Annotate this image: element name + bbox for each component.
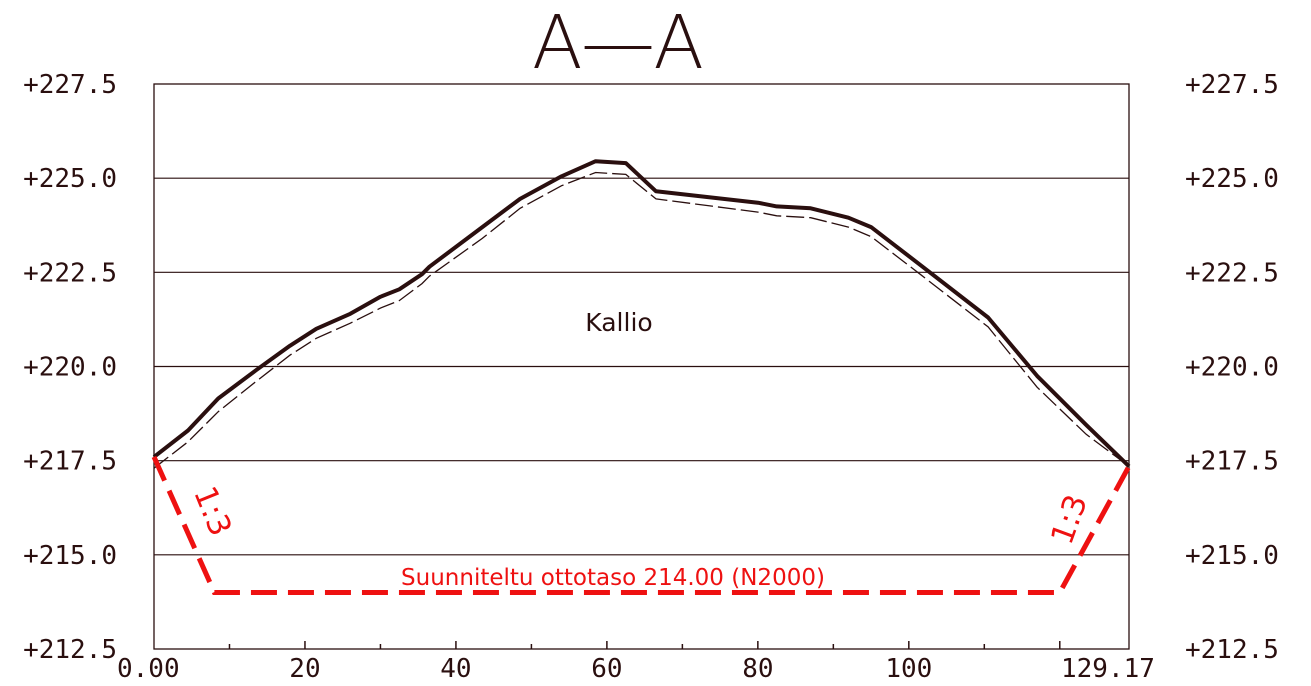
x-tick-label-3: 60	[591, 654, 622, 684]
y-tick-label-right-0: +212.5	[1185, 635, 1279, 665]
y-tick-label-right-1: +215.0	[1185, 541, 1279, 571]
y-axis-labels-right: +212.5 +215.0 +217.5 +220.0 +222.5 +225.0 +227…	[1185, 70, 1279, 665]
y-tick-label-right-2: +217.5	[1185, 447, 1279, 477]
y-tick-label-right-3: +220.0	[1185, 353, 1279, 383]
x-axis-labels: 0.00 20 40 60 80 100 129.17	[117, 654, 1155, 684]
x-tick-label-2: 40	[440, 654, 471, 684]
grid-lines	[154, 177, 1129, 556]
y-tick-label-right-4: +222.5	[1185, 258, 1279, 288]
ground-profile-dashed-line	[153, 171, 1130, 469]
y-tick-label-right-5: +225.0	[1185, 164, 1279, 194]
y-tick-label-left-5: +225.0	[23, 164, 117, 194]
y-tick-label-left-1: +215.0	[23, 541, 117, 571]
y-tick-label-right-6: +227.5	[1185, 70, 1279, 100]
x-axis-ticks	[228, 641, 1061, 649]
y-tick-label-left-4: +222.5	[23, 258, 117, 288]
y-tick-label-left-2: +217.5	[23, 447, 117, 477]
y-axis-labels-left: +212.5 +215.0 +217.5 +220.0 +222.5 +225.0 +227…	[23, 70, 117, 665]
slope-label-left: 1:3	[186, 481, 238, 541]
y-tick-label-left-6: +227.5	[23, 70, 117, 100]
section-title: A—A	[532, 0, 704, 86]
x-tick-label-6: 129.17	[1061, 654, 1155, 684]
x-tick-label-1: 20	[289, 654, 320, 684]
ground-profile-line	[152, 159, 1131, 468]
y-tick-label-left-3: +220.0	[23, 353, 117, 383]
x-tick-label-4: 80	[742, 654, 773, 684]
material-label: Kallio	[585, 308, 652, 337]
x-tick-label-0: 0.00	[117, 654, 180, 684]
design-excavation-line	[151, 455, 1132, 595]
x-tick-label-5: 100	[885, 654, 932, 684]
y-tick-label-left-0: +212.5	[23, 635, 117, 665]
design-level-label: Suunniteltu ottotaso 214.00 (N2000)	[401, 565, 825, 591]
